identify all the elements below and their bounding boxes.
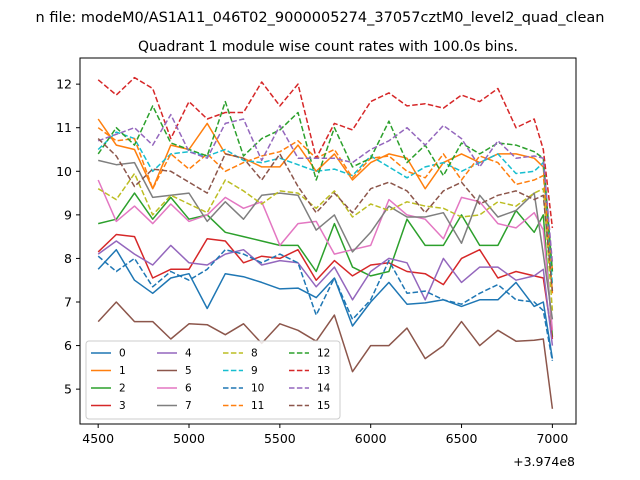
y-tick-label: 9: [64, 207, 72, 222]
x-tick-label: 6500: [446, 431, 478, 446]
y-tick-label: 11: [56, 120, 72, 135]
legend-label: 5: [185, 365, 192, 377]
legend-label: 11: [251, 400, 264, 412]
chart-title: Quadrant 1 module wise count rates with …: [138, 39, 518, 55]
plot-frame: [79, 57, 577, 425]
series-line-8: [97, 172, 554, 311]
legend-label: 3: [119, 400, 126, 412]
series-line-11: [97, 127, 554, 270]
x-tick-label: 5000: [173, 431, 205, 446]
series-line-6: [97, 179, 554, 331]
x-tick-label: 4500: [82, 431, 114, 446]
series-line-9: [97, 131, 554, 285]
series-line-5: [97, 301, 554, 409]
series-line-12: [97, 100, 554, 272]
legend-label: 9: [251, 365, 258, 377]
x-offset-label: +3.974e8: [513, 454, 575, 469]
series-line-14: [97, 113, 554, 263]
x-tick-label: 5500: [264, 431, 296, 446]
legend-label: 1: [119, 365, 126, 377]
y-axis: 5 6 7 8 9 10 11 12: [56, 77, 80, 397]
legend-label: 14: [317, 383, 331, 395]
y-tick-label: 5: [64, 382, 72, 397]
chart-suptitle: n file: modeM0/AS1A11_046T02_9000005274_…: [36, 10, 605, 26]
series-line-3: [97, 233, 554, 340]
series-line-15: [97, 138, 554, 292]
legend-box: [85, 340, 341, 420]
series-line-4: [97, 240, 554, 346]
legend-label: 13: [317, 365, 330, 377]
y-tick-label: 8: [64, 251, 72, 266]
series-line-13: [97, 76, 554, 228]
legend-label: 6: [185, 383, 192, 395]
series-line-2: [98, 192, 554, 337]
y-tick-label: 7: [64, 295, 72, 310]
legend-label: 7: [185, 400, 192, 412]
legend-label: 12: [317, 348, 330, 360]
y-tick-label: 6: [64, 338, 72, 353]
legend-label: 15: [317, 400, 330, 412]
legend-label: 8: [251, 348, 258, 360]
series-line-7: [98, 159, 554, 320]
x-axis: 4500 5000 5500 6000 6500 7000: [82, 424, 568, 446]
legend-label: 4: [185, 348, 192, 360]
y-tick-label: 12: [56, 77, 72, 92]
legend-label: 0: [119, 348, 126, 360]
legend-label: 2: [119, 383, 126, 395]
series-line-0: [97, 248, 554, 359]
series-lines: [97, 76, 554, 409]
x-tick-label: 7000: [536, 431, 568, 446]
y-tick-label: 10: [56, 164, 72, 179]
legend-label: 10: [251, 383, 264, 395]
x-tick-label: 6000: [355, 431, 387, 446]
